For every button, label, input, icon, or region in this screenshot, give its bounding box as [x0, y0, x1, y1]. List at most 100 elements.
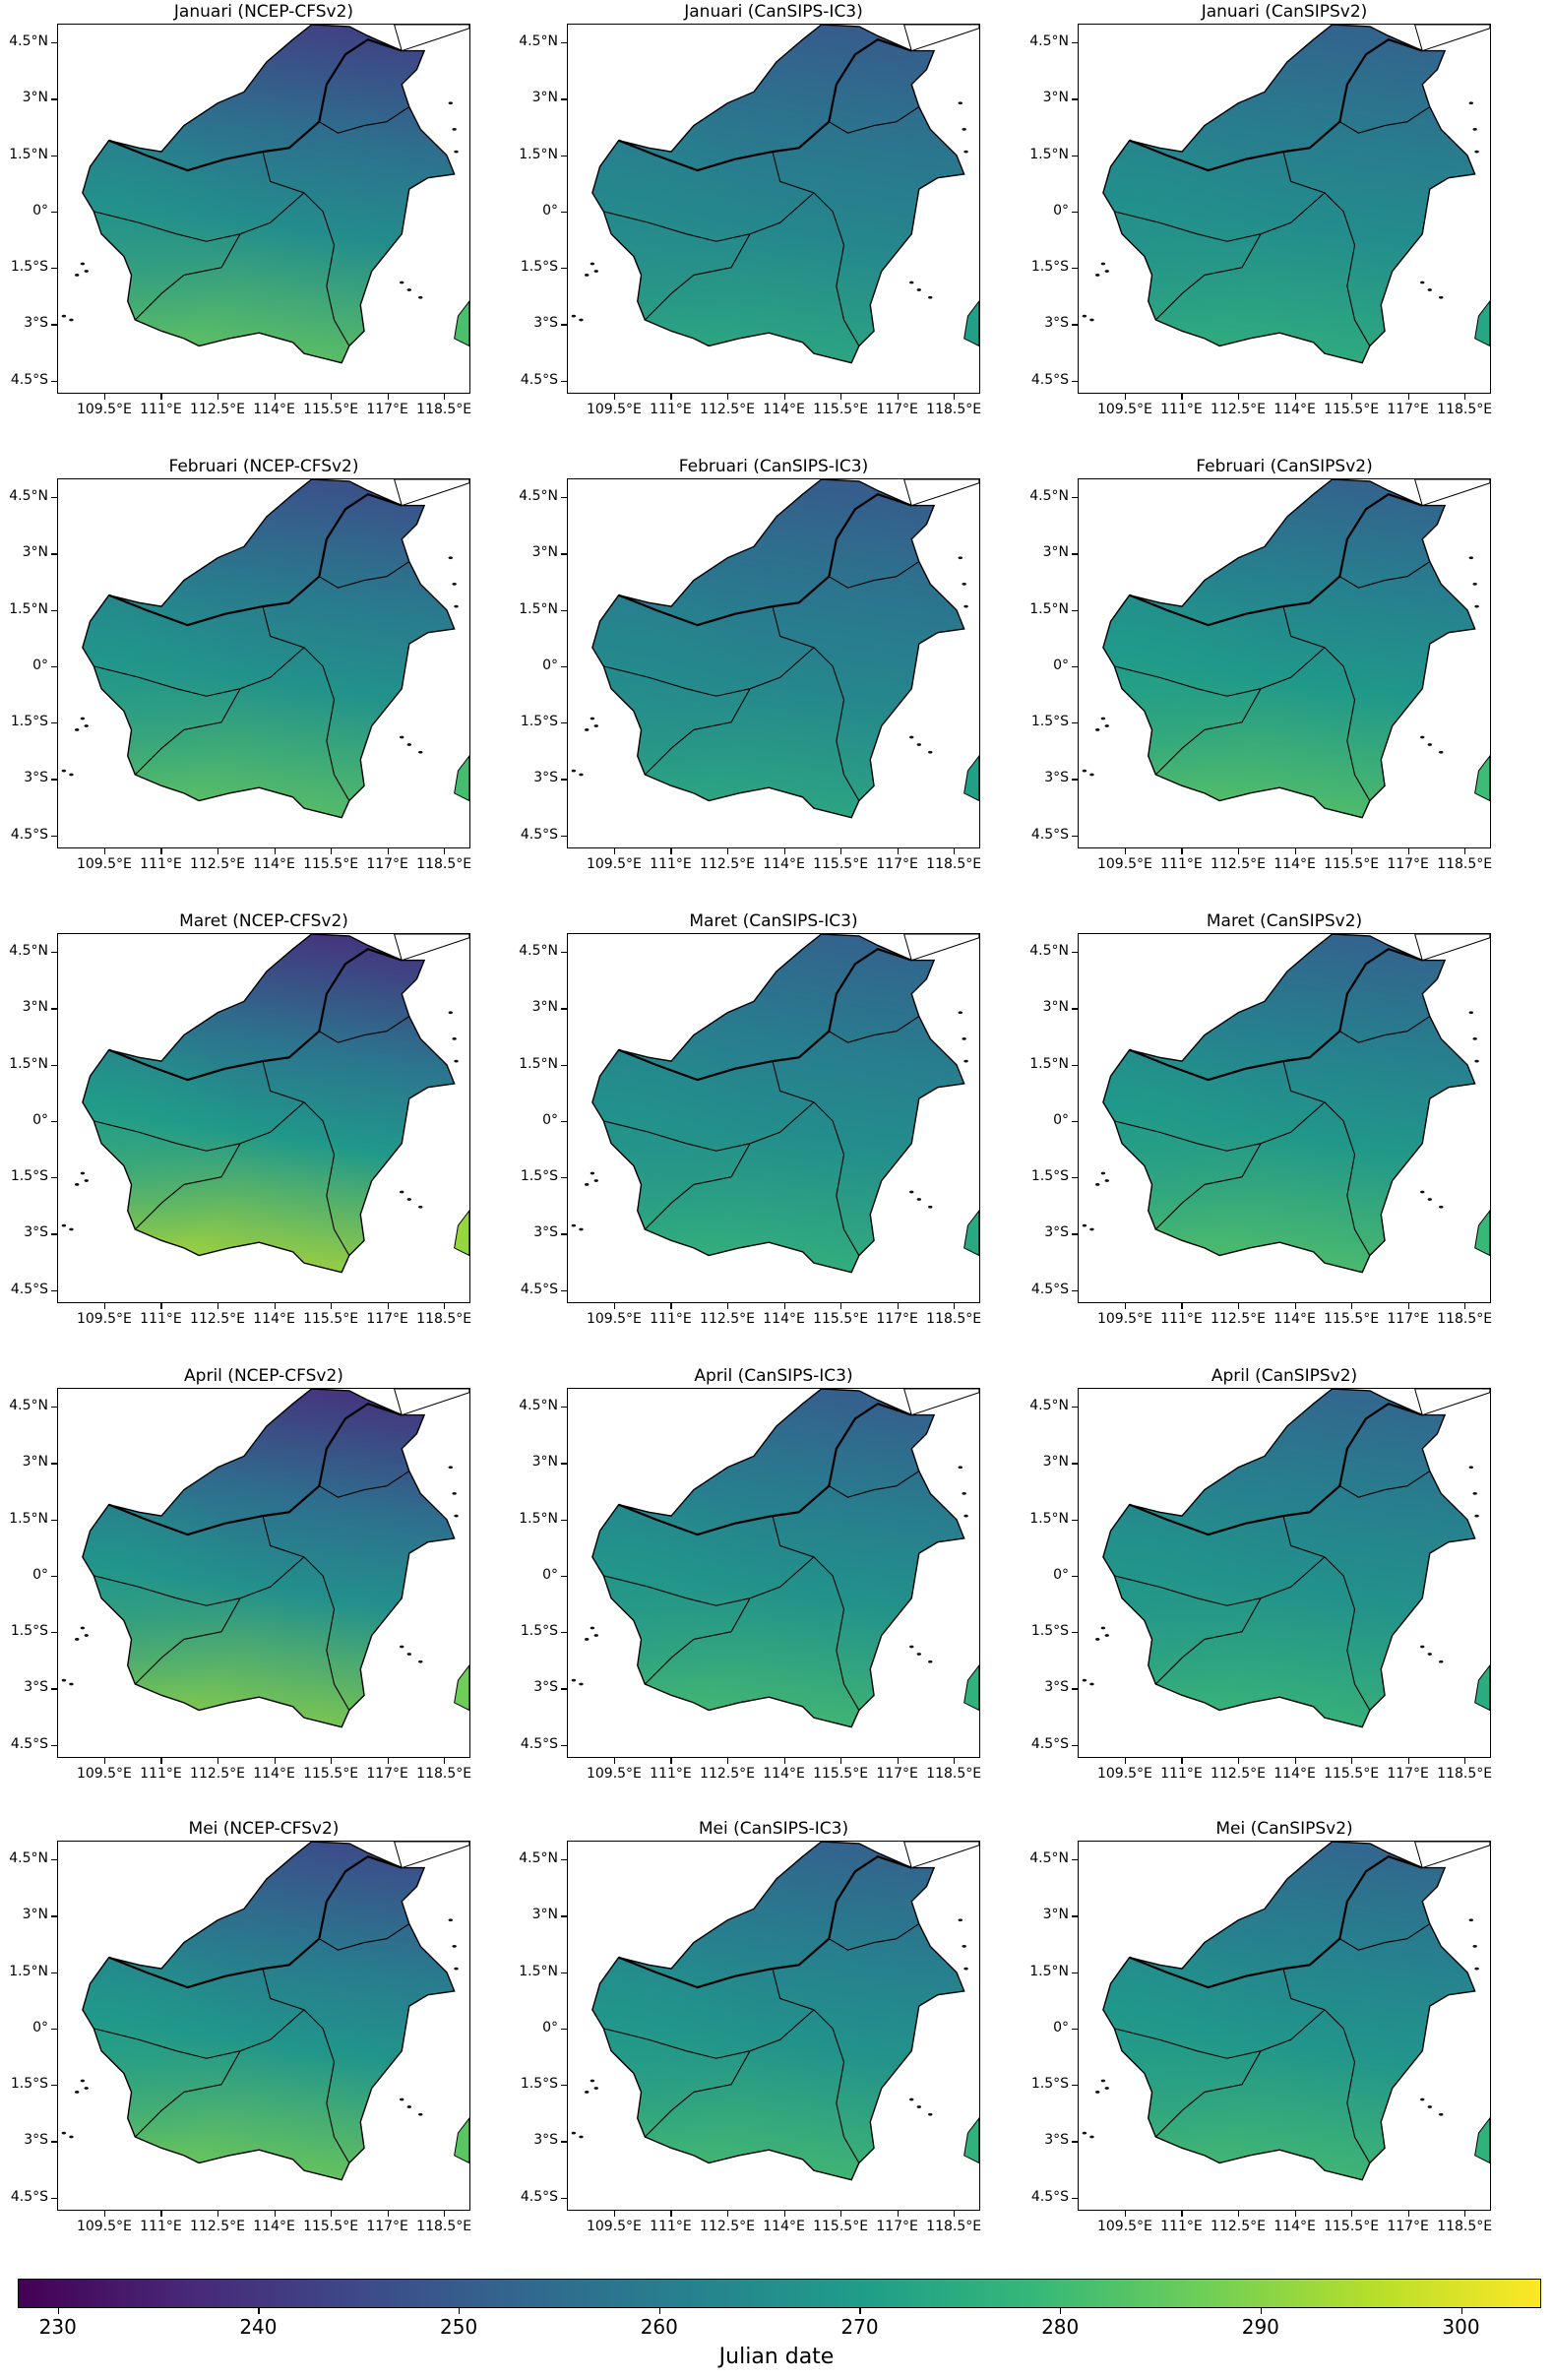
panel-title: Januari (NCEP-CFSv2)	[173, 2, 354, 22]
y-tick-label: 1.5°S	[10, 714, 48, 730]
neighbour-land	[1414, 934, 1490, 962]
small-island	[963, 1514, 968, 1518]
y-tick-mark	[561, 1744, 567, 1746]
x-tick-mark	[1124, 848, 1127, 854]
province-border	[319, 1471, 410, 1498]
y-tick-label: 3°S	[24, 2132, 48, 2149]
island-outline	[591, 25, 965, 364]
small-island	[1427, 1198, 1432, 1201]
small-island	[1089, 318, 1094, 322]
x-tick-mark	[1238, 1303, 1240, 1309]
x-tick-label: 118.5°E	[1437, 1311, 1493, 1327]
x-tick-label: 115.5°E	[303, 2219, 359, 2234]
small-island	[1100, 262, 1106, 266]
province-border	[1282, 605, 1371, 801]
small-island	[916, 288, 921, 291]
y-tick-mark	[51, 1575, 57, 1578]
province-border	[829, 1016, 920, 1043]
x-tick-mark	[103, 1303, 106, 1309]
y-tick-label: 0°	[1053, 202, 1069, 219]
small-island	[963, 604, 968, 608]
province-border	[603, 192, 815, 242]
x-tick-mark	[103, 2211, 106, 2217]
colorbar-tick-label: 230	[38, 2315, 77, 2339]
x-tick-label: 115.5°E	[1324, 856, 1380, 872]
island-outline	[82, 25, 456, 364]
x-tick-mark	[1181, 1758, 1183, 1764]
small-island	[452, 1491, 457, 1495]
neighbour-land	[454, 755, 469, 802]
province-border	[829, 1471, 920, 1498]
small-island	[1472, 582, 1477, 586]
province-border	[1282, 1060, 1371, 1256]
y-tick-label: 4.5°N	[519, 1398, 558, 1414]
y-tick-label: 3°S	[1044, 1224, 1069, 1241]
x-tick-mark	[1181, 2211, 1183, 2217]
map-svg	[61, 1842, 469, 2181]
small-island	[61, 769, 67, 773]
x-tick-label: 115.5°E	[303, 402, 359, 417]
island-outline	[591, 934, 965, 1274]
small-island	[400, 281, 404, 284]
small-island	[69, 773, 74, 777]
y-tick-label: 4.5°N	[1029, 33, 1069, 50]
x-tick-label: 112.5°E	[190, 1311, 245, 1327]
small-island	[928, 1205, 933, 1209]
x-tick-mark	[387, 1303, 389, 1309]
small-island	[448, 101, 453, 105]
small-island	[962, 1036, 966, 1040]
y-tick-mark	[51, 1289, 57, 1291]
small-island	[1095, 728, 1100, 731]
y-tick-mark	[1072, 665, 1078, 668]
small-island	[418, 750, 423, 754]
y-tick-mark	[1072, 2028, 1078, 2031]
panel-title: Februari (CanSIPSv2)	[1196, 457, 1373, 476]
province-border	[1129, 948, 1423, 1082]
province-border	[1129, 1403, 1423, 1536]
small-island	[448, 1466, 453, 1470]
small-island	[69, 2135, 74, 2139]
y-tick-mark	[561, 1915, 567, 1917]
y-tick-mark	[51, 324, 57, 326]
small-island	[909, 1645, 914, 1649]
small-island	[963, 150, 968, 154]
map-frame	[57, 24, 470, 394]
province-border	[772, 605, 860, 801]
neighbour-land	[454, 300, 469, 347]
province-border	[1339, 106, 1431, 134]
province-border	[772, 1968, 860, 2163]
x-tick-label: 115.5°E	[1324, 2219, 1380, 2234]
island-outline	[591, 479, 965, 819]
y-tick-mark	[1072, 98, 1078, 100]
small-island	[1439, 295, 1444, 299]
x-tick-label: 112.5°E	[700, 856, 755, 872]
x-tick-mark	[217, 848, 219, 854]
y-tick-label: 0°	[1053, 2019, 1069, 2036]
x-tick-mark	[1464, 1758, 1466, 1764]
x-tick-label: 112.5°E	[1211, 856, 1266, 872]
x-tick-mark	[670, 394, 672, 400]
x-tick-mark	[1407, 394, 1409, 400]
map-panel: Februari (NCEP-CFSv2) 4.5°N 3°N 1.5°N 0° 1.5°…	[9, 457, 471, 892]
small-island	[593, 270, 598, 273]
small-island	[418, 1660, 423, 1663]
x-tick-mark	[613, 1303, 616, 1309]
y-tick-mark	[1072, 1008, 1078, 1010]
x-tick-label: 112.5°E	[190, 402, 245, 417]
y-tick-mark	[51, 779, 57, 781]
x-tick-mark	[217, 2211, 219, 2217]
small-island	[400, 1190, 404, 1194]
colorbar-tick-mark	[57, 2308, 59, 2314]
small-island	[1100, 2079, 1106, 2083]
y-tick-mark	[561, 609, 567, 611]
y-tick-label: 0°	[1053, 1566, 1069, 1583]
x-tick-label: 114°E	[763, 856, 805, 872]
province-border	[262, 1060, 350, 1256]
x-tick-mark	[954, 1303, 956, 1309]
province-border	[618, 1403, 912, 1536]
province-border	[319, 561, 410, 589]
province-border	[603, 1556, 815, 1606]
y-tick-mark	[1072, 1407, 1078, 1409]
small-island	[909, 735, 914, 739]
